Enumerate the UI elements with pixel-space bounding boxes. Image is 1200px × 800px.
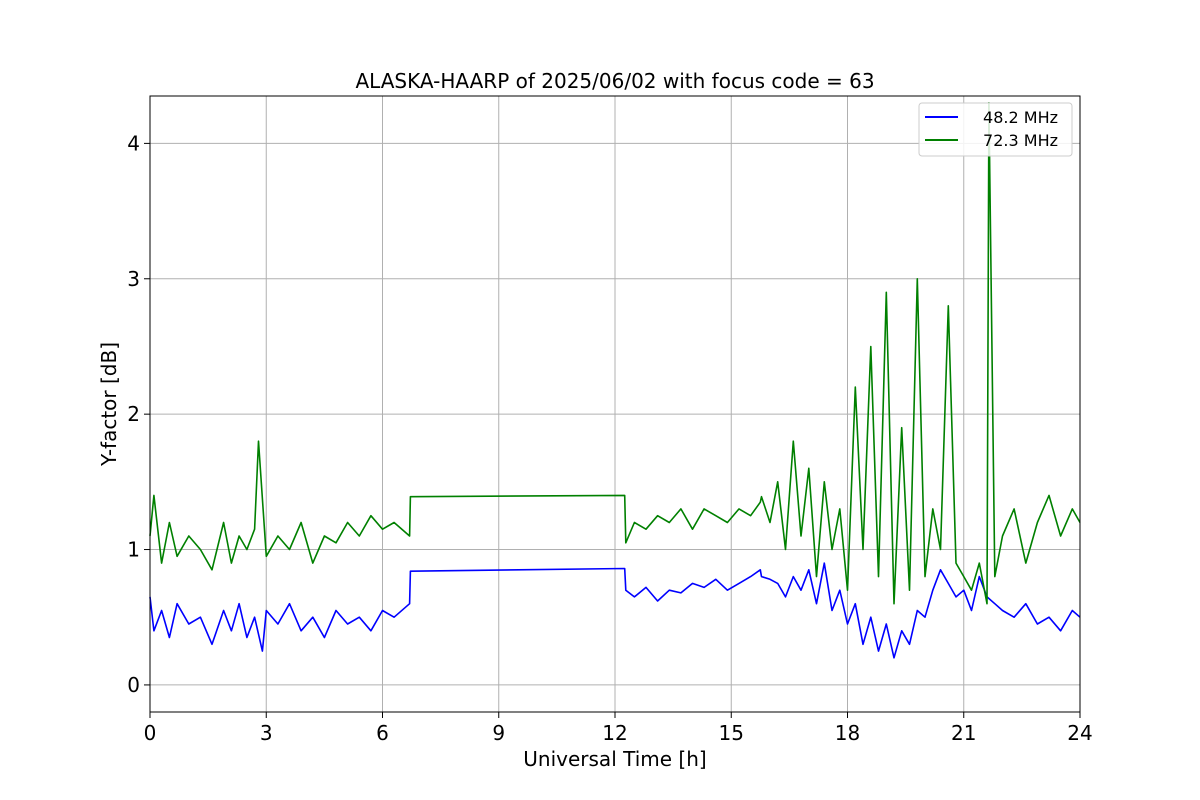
series-line (149, 102, 1081, 605)
x-tick-label: 24 (1067, 721, 1092, 745)
y-tick-label: 2 (127, 402, 140, 426)
x-tick-label: 12 (602, 721, 627, 745)
legend-label: 48.2 MHz (983, 108, 1058, 127)
y-tick-label: 1 (127, 538, 140, 562)
series-layer (149, 102, 1081, 659)
y-axis-label: Y-factor [dB] (97, 342, 121, 467)
x-tick-label: 3 (260, 721, 273, 745)
grid (149, 96, 1081, 712)
x-tick-label: 0 (144, 721, 157, 745)
x-tick-label: 18 (835, 721, 860, 745)
y-tick-label: 0 (127, 673, 140, 697)
legend-label: 72.3 MHz (983, 131, 1058, 150)
series-line (149, 562, 1081, 659)
x-axis-label: Universal Time [h] (523, 747, 706, 771)
x-tick-label: 15 (719, 721, 744, 745)
legend: 48.2 MHz 72.3 MHz (918, 102, 1073, 157)
x-tick-label: 21 (951, 721, 976, 745)
x-tick-label: 6 (376, 721, 389, 745)
y-tick-label: 3 (127, 267, 140, 291)
chart-title: ALASKA-HAARP of 2025/06/02 with focus co… (355, 69, 874, 93)
x-tick-label: 9 (492, 721, 505, 745)
y-tick-label: 4 (127, 131, 140, 155)
